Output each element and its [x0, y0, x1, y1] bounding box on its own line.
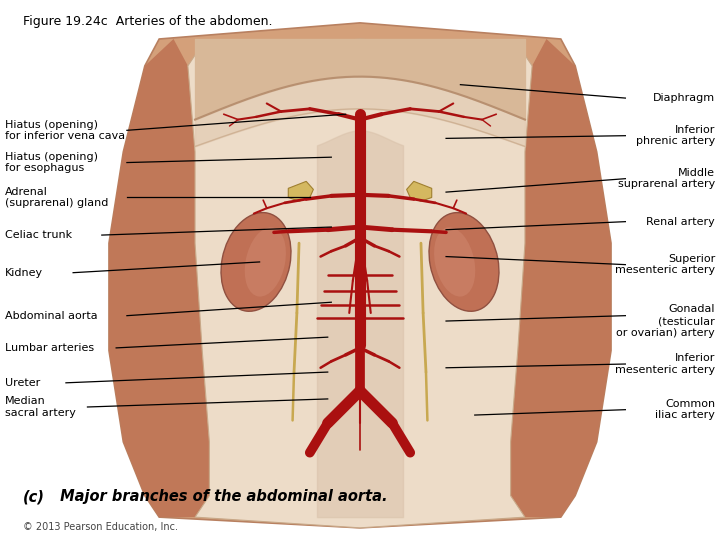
Text: Adrenal
(suprarenal) gland: Adrenal (suprarenal) gland: [5, 187, 108, 208]
Polygon shape: [288, 181, 313, 201]
Ellipse shape: [434, 227, 475, 296]
Text: Kidney: Kidney: [5, 268, 43, 278]
Polygon shape: [109, 39, 210, 517]
Text: Figure 19.24c  Arteries of the abdomen.: Figure 19.24c Arteries of the abdomen.: [23, 15, 272, 28]
Text: Ureter: Ureter: [5, 378, 40, 388]
Text: © 2013 Pearson Education, Inc.: © 2013 Pearson Education, Inc.: [23, 522, 178, 531]
Text: Superior
mesenteric artery: Superior mesenteric artery: [615, 254, 715, 275]
Ellipse shape: [221, 213, 291, 311]
Text: Diaphragm: Diaphragm: [653, 93, 715, 103]
Text: Abdominal aorta: Abdominal aorta: [5, 310, 98, 321]
Text: Hiatus (opening)
for inferior vena cava: Hiatus (opening) for inferior vena cava: [5, 119, 125, 141]
Polygon shape: [188, 39, 532, 528]
Text: (c): (c): [23, 489, 45, 504]
Polygon shape: [109, 23, 611, 528]
Text: Median
sacral artery: Median sacral artery: [5, 396, 76, 418]
Text: Celiac trunk: Celiac trunk: [5, 230, 72, 240]
Text: Middle
suprarenal artery: Middle suprarenal artery: [618, 168, 715, 190]
Text: Common
iliac artery: Common iliac artery: [655, 399, 715, 421]
Ellipse shape: [429, 213, 499, 311]
Text: Lumbar arteries: Lumbar arteries: [5, 343, 94, 353]
Text: Inferior
phrenic artery: Inferior phrenic artery: [636, 125, 715, 146]
Text: Renal artery: Renal artery: [647, 217, 715, 227]
Text: Inferior
mesenteric artery: Inferior mesenteric artery: [615, 353, 715, 375]
Polygon shape: [510, 39, 611, 517]
Text: Gonadal
(testicular
or ovarian) artery: Gonadal (testicular or ovarian) artery: [616, 305, 715, 338]
Text: Hiatus (opening)
for esophagus: Hiatus (opening) for esophagus: [5, 152, 98, 173]
Polygon shape: [407, 181, 432, 201]
Ellipse shape: [245, 227, 286, 296]
Text: Major branches of the abdominal aorta.: Major branches of the abdominal aorta.: [55, 489, 387, 504]
